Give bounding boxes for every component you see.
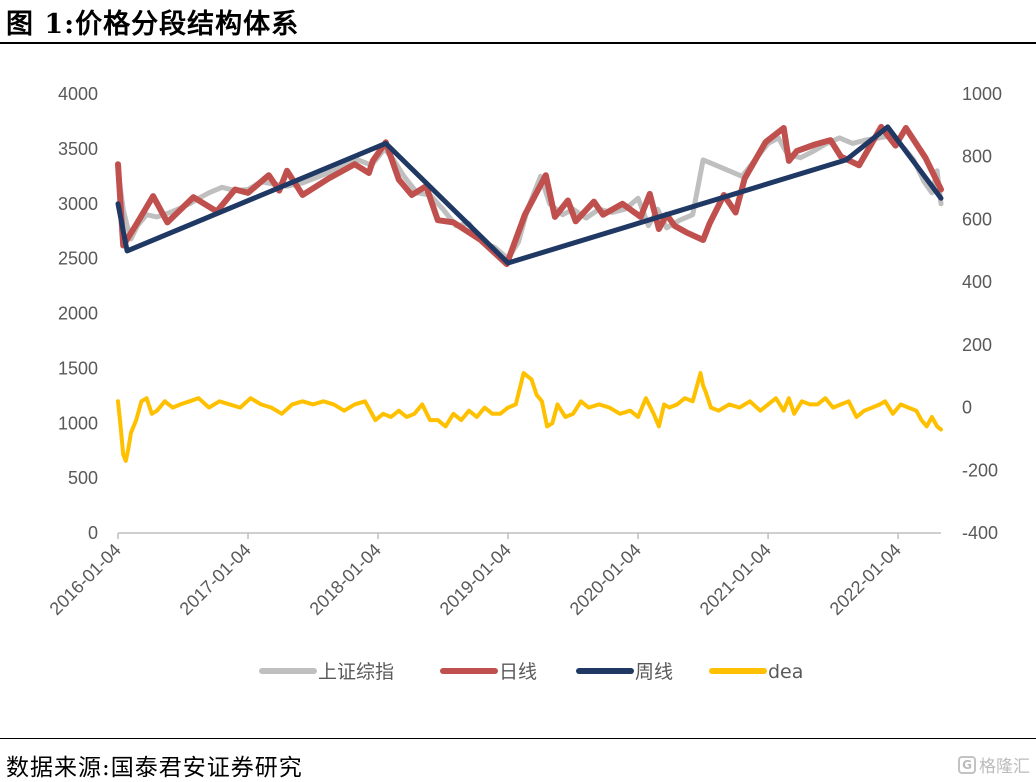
watermark-logo-icon: G [958,755,976,774]
chart-legend: 上证综指 日线 周线 dea [259,661,803,683]
legend-label: 上证综指 [318,661,394,683]
x-axis-tick-label: 2021-01-04 [696,540,775,619]
right-axis-tick-label: 600 [962,209,992,229]
chart-plot-area [115,123,944,463]
chart: 05001000150020002500300035004000-400-200… [46,84,1002,683]
series-line-上证综指 [115,133,944,262]
watermark-text: 格隆汇 [979,757,1030,777]
series-line-日线 [115,123,944,268]
left-axis-tick-label: 2500 [58,249,98,269]
left-axis-tick-label: 500 [68,468,98,488]
series-line-周线 [115,124,944,266]
top-rule [0,42,1036,44]
left-axis-tick-label: 2000 [58,304,98,324]
right-axis-tick-label: 0 [962,398,972,418]
legend-label: dea [768,661,803,683]
legend-label: 周线 [635,661,673,683]
left-axis-tick-label: 3000 [58,194,98,214]
left-axis-tick-label: 0 [88,523,98,543]
right-axis-tick-label: 200 [962,335,992,355]
right-axis-tick-label: 1000 [962,84,1002,104]
left-axis-tick-label: 1500 [58,358,98,378]
x-axis-tick-label: 2020-01-04 [566,540,645,619]
right-axis-tick-label: 400 [962,272,992,292]
right-axis-tick-label: -200 [962,460,998,480]
x-axis-tick-label: 2018-01-04 [306,540,385,619]
legend-label: 日线 [499,661,537,683]
watermark: G 格隆汇 [958,752,1030,777]
source-note: 数据来源:国泰君安证券研究 [6,755,303,781]
x-axis-tick-label: 2017-01-04 [176,540,255,619]
figure-title: 图 1:价格分段结构体系 [6,9,300,40]
x-axis-tick-label: 2019-01-04 [436,540,515,619]
x-axis-tick-label: 2022-01-04 [826,540,905,619]
left-axis-tick-label: 3500 [58,139,98,159]
series-line-dea [116,371,943,463]
left-axis-tick-label: 4000 [58,84,98,104]
left-axis-tick-label: 1000 [58,413,98,433]
bottom-rule [0,738,1036,739]
right-axis-tick-label: -400 [962,523,998,543]
right-axis-tick-label: 800 [962,147,992,167]
x-axis-tick-label: 2016-01-04 [46,540,125,619]
